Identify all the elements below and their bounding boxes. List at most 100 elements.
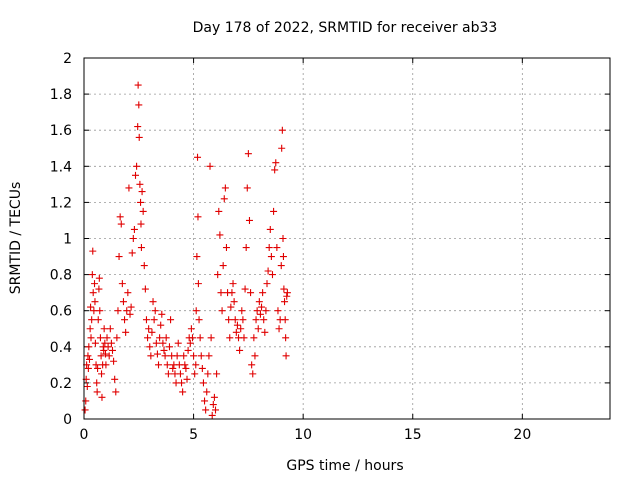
- y-tick-label: 2: [63, 51, 72, 67]
- plot-frame: [83, 57, 611, 420]
- data-point: [153, 350, 161, 358]
- data-point: [164, 370, 172, 378]
- data-point: [85, 343, 93, 351]
- data-point: [137, 198, 145, 206]
- data-point: [139, 207, 147, 215]
- data-point: [92, 361, 100, 369]
- data-point: [230, 298, 238, 306]
- data-point: [252, 316, 260, 324]
- x-tick-label: 15: [404, 427, 422, 443]
- data-point: [218, 307, 226, 315]
- data-point: [107, 339, 115, 347]
- data-point: [261, 328, 269, 336]
- data-point: [283, 292, 291, 300]
- data-point: [280, 285, 288, 293]
- data-point: [158, 310, 166, 318]
- data-point: [281, 316, 289, 324]
- data-point: [89, 289, 97, 297]
- data-point: [243, 184, 251, 192]
- data-point: [180, 352, 188, 360]
- data-point: [128, 249, 136, 257]
- data-point: [274, 307, 282, 315]
- data-point: [192, 307, 200, 315]
- data-point: [151, 307, 159, 315]
- data-point: [111, 375, 119, 383]
- data-point: [165, 343, 173, 351]
- data-point: [88, 271, 96, 279]
- data-point: [156, 334, 164, 342]
- data-point: [253, 307, 261, 315]
- data-point: [137, 244, 145, 252]
- data-point: [169, 364, 177, 372]
- data-point: [186, 339, 194, 347]
- data-point: [116, 213, 124, 221]
- data-point: [174, 339, 182, 347]
- data-point: [260, 316, 268, 324]
- data-point: [159, 339, 167, 347]
- data-point: [184, 346, 192, 354]
- data-point: [97, 352, 105, 360]
- data-point: [123, 307, 131, 315]
- data-point: [250, 334, 258, 342]
- x-axis-label: GPS time / hours: [286, 458, 403, 474]
- data-point: [94, 364, 102, 372]
- data-point: [103, 334, 111, 342]
- data-point: [86, 325, 94, 333]
- data-point: [160, 346, 168, 354]
- data-point: [138, 188, 146, 196]
- data-point: [124, 289, 132, 297]
- data-point: [148, 328, 156, 336]
- data-point: [96, 334, 104, 342]
- data-point: [268, 271, 276, 279]
- y-axis-label: SRMTID / TECUs: [8, 182, 24, 295]
- data-point: [191, 370, 199, 378]
- data-point: [258, 303, 266, 311]
- data-point: [229, 280, 237, 288]
- data-point: [101, 350, 109, 358]
- data-point: [273, 244, 281, 252]
- data-point: [240, 334, 248, 342]
- data-point: [132, 171, 140, 179]
- y-tick-label: 1.6: [50, 123, 72, 139]
- data-point: [98, 393, 106, 401]
- data-point: [133, 162, 141, 170]
- data-point: [127, 303, 135, 311]
- data-point: [181, 361, 189, 369]
- data-point: [278, 144, 286, 152]
- data-point: [199, 379, 207, 387]
- data-point: [239, 316, 247, 324]
- y-tick-label: 0.4: [50, 340, 72, 356]
- data-point: [249, 370, 257, 378]
- data-point: [278, 126, 286, 134]
- data-point: [214, 271, 222, 279]
- y-tick-label: 1: [63, 232, 72, 248]
- data-point: [203, 388, 211, 396]
- data-point: [283, 289, 291, 297]
- data-point: [129, 235, 137, 242]
- x-tick-label: 10: [294, 427, 312, 443]
- data-point: [264, 267, 272, 275]
- data-point: [155, 361, 163, 369]
- data-point: [93, 379, 101, 387]
- data-point: [137, 220, 145, 228]
- data-point: [108, 346, 116, 354]
- data-point: [256, 310, 264, 318]
- data-point: [98, 370, 106, 378]
- data-point: [91, 339, 99, 347]
- x-tick-label: 0: [80, 427, 89, 443]
- data-points: [81, 81, 291, 419]
- data-point: [197, 352, 205, 360]
- data-point: [146, 343, 154, 351]
- data-point: [87, 334, 95, 342]
- data-point: [91, 280, 99, 288]
- data-point: [190, 352, 198, 360]
- data-point: [208, 411, 216, 419]
- data-point: [167, 316, 175, 324]
- grid-lines: [84, 58, 610, 419]
- data-point: [112, 388, 120, 396]
- data-point: [117, 220, 125, 228]
- data-point: [104, 343, 112, 351]
- data-point: [267, 253, 275, 261]
- data-point: [263, 280, 271, 288]
